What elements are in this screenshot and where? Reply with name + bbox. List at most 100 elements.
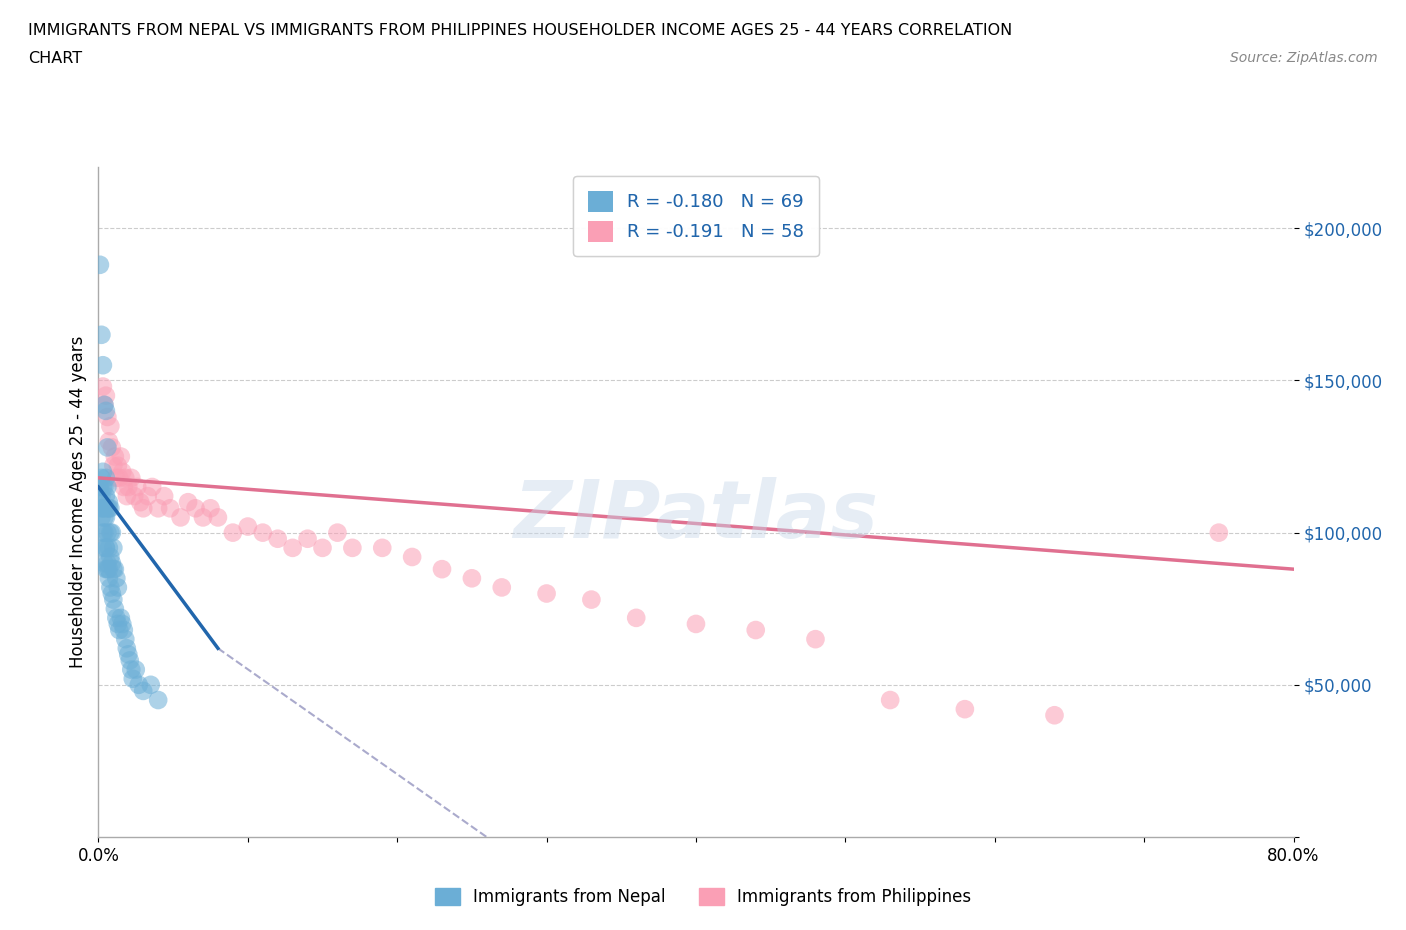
Point [129,495,152,510]
Point [108,471,131,485]
Point [91,501,114,516]
Point [117,480,139,495]
Point [581,592,603,607]
Point [97,434,120,449]
Point [93,397,115,412]
Point [115,641,138,656]
Point [93,501,115,516]
Point [401,550,423,565]
Point [96,480,118,495]
Point [132,501,155,516]
Point [114,631,136,646]
Point [91,358,114,373]
Point [93,480,115,495]
Legend: R = -0.180   N = 69, R = -0.191   N = 58: R = -0.180 N = 69, R = -0.191 N = 58 [574,177,818,256]
Point [104,449,127,464]
Point [94,388,117,403]
Point [93,397,115,412]
Point [89,495,111,510]
Point [93,525,115,540]
Point [111,617,134,631]
Point [127,480,149,495]
Point [94,562,117,577]
Point [107,458,129,473]
Point [118,653,141,668]
Point [1208,525,1230,540]
Point [97,562,120,577]
Point [111,464,134,479]
Y-axis label: Householder Income Ages 25 - 44 years: Householder Income Ages 25 - 44 years [69,336,87,669]
Point [98,550,122,565]
Point [148,693,170,708]
Point [236,519,259,534]
Point [90,327,112,342]
Point [159,501,181,516]
Point [103,562,125,577]
Legend: Immigrants from Nepal, Immigrants from Philippines: Immigrants from Nepal, Immigrants from P… [427,881,979,912]
Point [169,510,191,525]
Point [112,622,135,637]
Point [104,602,127,617]
Point [184,501,207,516]
Point [125,662,148,677]
Point [120,471,142,485]
Point [297,531,319,546]
Point [141,480,163,495]
Point [97,501,120,516]
Point [281,540,304,555]
Point [91,525,114,540]
Point [98,501,122,516]
Point [94,471,117,485]
Point [91,480,114,495]
Text: ZIPatlas: ZIPatlas [513,476,879,554]
Point [98,580,122,595]
Point [121,671,143,686]
Point [326,525,349,540]
Point [804,631,827,646]
Point [110,449,132,464]
Point [101,555,124,570]
Point [110,610,132,625]
Point [94,540,117,555]
Point [136,488,159,503]
Point [91,379,114,394]
Point [91,464,114,479]
Point [491,580,513,595]
Point [94,510,117,525]
Point [124,488,146,503]
Point [1043,708,1066,723]
Point [879,693,901,708]
Text: Source: ZipAtlas.com: Source: ZipAtlas.com [1230,51,1378,65]
Point [114,471,136,485]
Point [103,540,125,555]
Point [430,562,453,577]
Point [97,540,120,555]
Point [200,501,222,516]
Point [267,531,290,546]
Point [103,458,125,473]
Point [107,580,129,595]
Point [94,540,117,555]
Point [90,488,112,503]
Point [177,495,200,510]
Point [90,510,112,525]
Point [536,586,558,601]
Point [97,571,120,586]
Point [104,562,127,577]
Point [96,562,118,577]
Point [685,617,707,631]
Point [107,617,129,631]
Text: CHART: CHART [28,51,82,66]
Point [745,622,768,637]
Point [252,525,274,540]
Point [101,440,124,455]
Point [98,418,122,433]
Point [153,488,176,503]
Point [112,480,135,495]
Point [89,480,111,495]
Point [624,610,647,625]
Point [94,404,117,418]
Point [461,571,484,586]
Point [311,540,333,555]
Point [207,510,229,525]
